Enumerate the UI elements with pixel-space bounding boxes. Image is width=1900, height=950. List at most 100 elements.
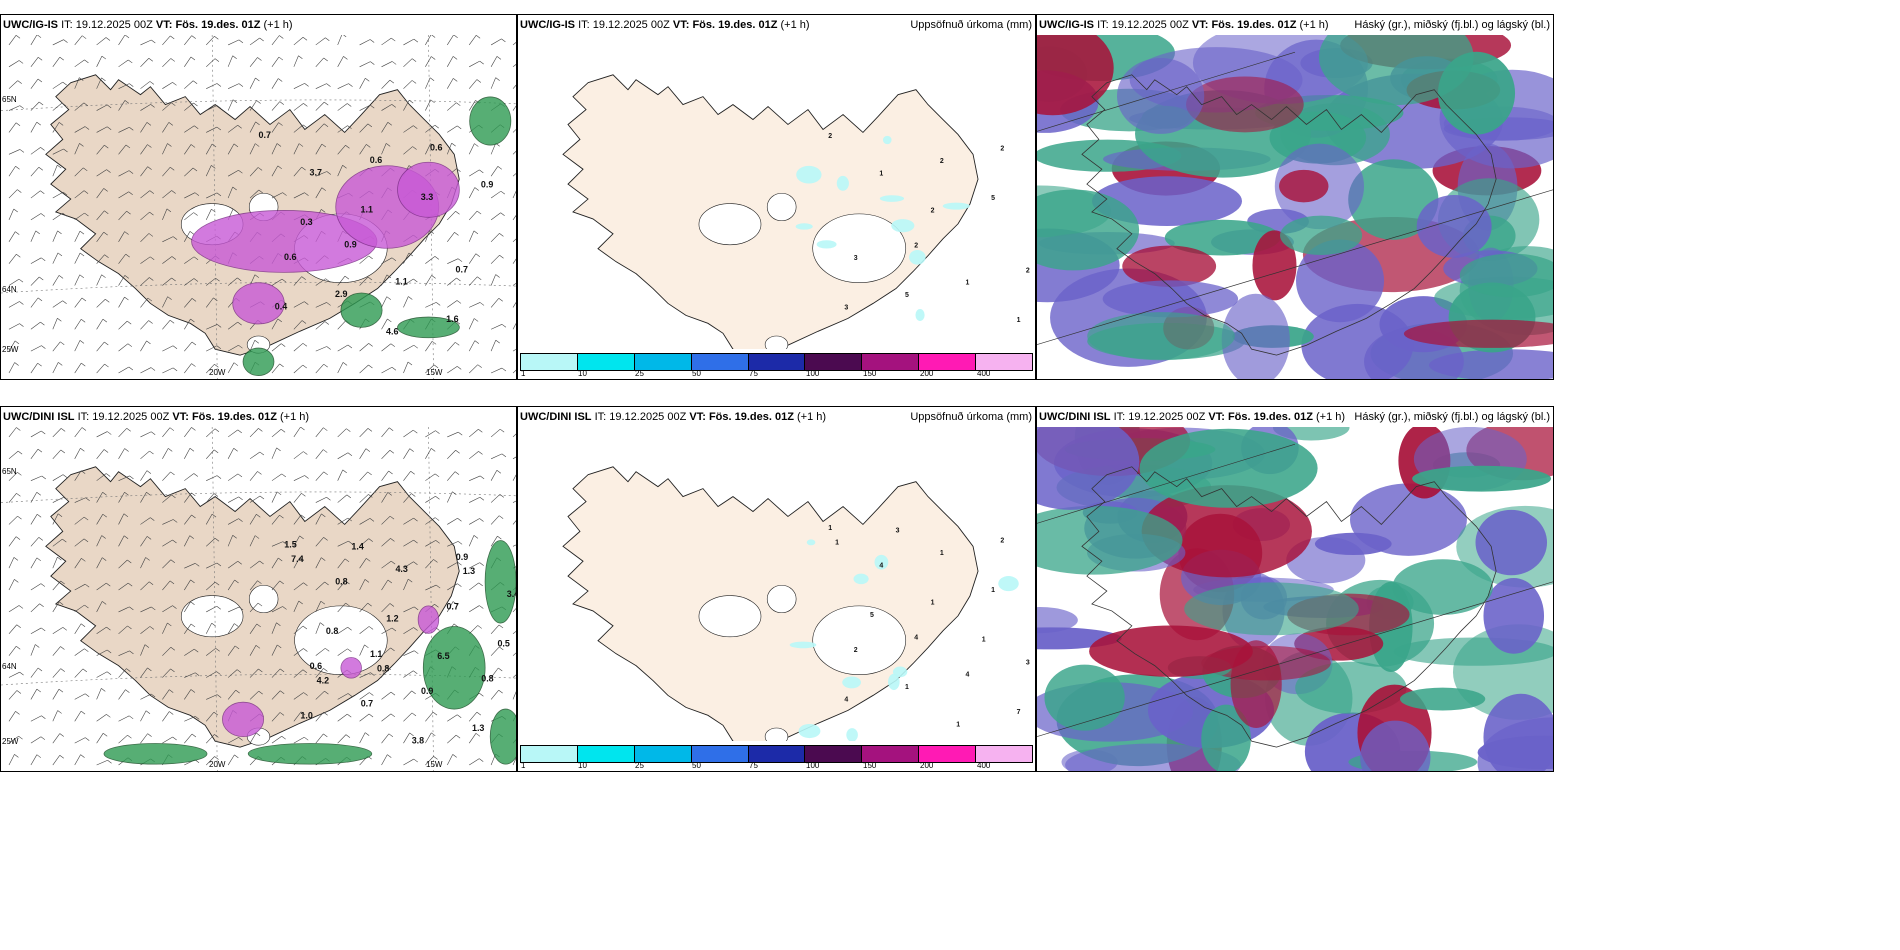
wind-barb xyxy=(490,56,498,67)
map-area[interactable] xyxy=(1037,35,1553,379)
wind-barb xyxy=(249,732,257,744)
it-value: 19.12.2025 00Z xyxy=(75,19,153,31)
wind-barb-flag xyxy=(216,83,222,87)
wind-barb-flag xyxy=(431,56,436,60)
wind-barb xyxy=(490,77,496,89)
lead-time: (+1 h) xyxy=(263,19,293,31)
wind-barb xyxy=(227,473,239,481)
wind-barb-flag xyxy=(170,58,176,62)
wind-barb-flag xyxy=(19,105,24,109)
wind-barb xyxy=(162,580,171,591)
wind-barb-flag xyxy=(170,646,176,651)
glacier xyxy=(766,192,797,222)
wind-barb-flag xyxy=(151,606,156,611)
wind-barb xyxy=(8,323,20,330)
precip-area xyxy=(340,292,383,328)
wind-barb xyxy=(490,298,499,308)
wind-barb xyxy=(468,100,476,111)
wind-barb-flag xyxy=(149,277,154,281)
wind-barb-flag xyxy=(36,514,42,518)
glacier xyxy=(812,605,907,675)
wind-barb xyxy=(381,296,388,308)
wind-barb xyxy=(96,671,108,678)
wind-barb-flag xyxy=(498,515,504,519)
wind-barb xyxy=(490,689,499,700)
wind-barb-flag xyxy=(14,340,20,345)
vt-value: Fös. 19.des. 01Z xyxy=(692,19,778,31)
wind-barb-flag xyxy=(16,253,21,258)
wind-barb xyxy=(512,42,516,46)
wind-barb xyxy=(140,211,150,221)
wind-barb-flag xyxy=(302,37,308,41)
wind-barb-flag xyxy=(167,143,172,147)
wind-barb xyxy=(96,318,104,330)
wind-barb xyxy=(74,340,81,352)
wind-barb xyxy=(293,143,300,155)
wind-barb xyxy=(490,190,502,199)
wind-barb-flag xyxy=(216,562,222,567)
wind-barb-flag xyxy=(367,276,373,281)
wind-barb-flag xyxy=(369,692,374,696)
wind-barb-flag xyxy=(170,668,175,673)
wind-barb-flag xyxy=(148,320,153,324)
wind-barb-flag xyxy=(323,449,328,453)
wind-barb xyxy=(8,254,17,264)
wind-barb xyxy=(162,736,173,744)
wind-barb-flag xyxy=(216,324,222,328)
wind-barb-flag xyxy=(434,473,440,478)
wind-barb xyxy=(52,341,61,352)
wind-barb xyxy=(8,122,17,133)
precip-area xyxy=(103,743,208,765)
wind-barb xyxy=(337,626,348,635)
map-area[interactable]: 22232211255321 xyxy=(518,35,1035,379)
wind-barb-flag xyxy=(413,627,418,631)
wind-barb-flag xyxy=(456,168,461,172)
wind-barb xyxy=(381,733,390,744)
wind-barb-flag xyxy=(280,429,286,433)
wind-barb-flag xyxy=(129,83,134,87)
wind-barb xyxy=(118,513,125,525)
wind-barb xyxy=(403,344,414,352)
wind-barb-flag xyxy=(324,321,330,325)
map-area[interactable]: 1.51.10.90.64.30.80.80.93.40.70.71.01.21… xyxy=(1,427,516,771)
wind-barb-flag xyxy=(214,581,220,586)
wind-barb-flag xyxy=(323,57,328,62)
map-area[interactable] xyxy=(1037,427,1553,771)
map-area[interactable]: 14221344311417511311 xyxy=(518,427,1035,771)
wind-barb-flag xyxy=(166,208,172,213)
model-name: UWC/IG-IS xyxy=(520,19,575,31)
coastline xyxy=(1081,74,1497,356)
wind-barb-flag xyxy=(101,55,107,60)
wind-barb-flag xyxy=(320,600,326,605)
wind-barb xyxy=(162,236,174,243)
wind-barb-flag xyxy=(216,671,221,675)
wind-barb-flag xyxy=(40,147,45,151)
wind-barb-flag xyxy=(256,514,261,518)
wind-barb xyxy=(74,212,85,221)
wind-barb-flag xyxy=(123,535,129,539)
wind-barb-flag xyxy=(150,517,155,521)
value-label: 1.6 xyxy=(446,314,458,324)
map-area[interactable]: 0.7 0.9 0.6 0.6 0.6 0.7 3.7 1.1 0.9 2.9 3.3 0.4 1.1 1… xyxy=(1,35,516,379)
wind-barb xyxy=(425,35,432,46)
wind-barb-flag xyxy=(169,427,175,431)
wind-barb xyxy=(403,758,414,766)
wind-barb xyxy=(118,606,130,613)
wind-barb xyxy=(512,674,516,678)
wind-barb-flag xyxy=(238,344,243,349)
it-value: 19.12.2025 00Z xyxy=(609,411,687,423)
wind-barb-flag xyxy=(232,99,238,103)
wind-barb-flag xyxy=(255,77,260,82)
lead-time: (+1 h) xyxy=(1299,19,1329,31)
wind-barb-flag xyxy=(147,166,152,170)
wind-barb xyxy=(205,493,215,503)
cloud-blob xyxy=(1301,303,1414,379)
wind-barb-flag xyxy=(102,491,107,496)
wind-barb-flag xyxy=(479,60,484,65)
wind-barb-flag xyxy=(369,518,375,522)
value-label: 4 xyxy=(879,562,883,569)
wind-barb xyxy=(381,427,390,438)
wind-barb-flag xyxy=(281,278,287,283)
wind-barb-flag xyxy=(58,601,64,606)
wind-barb xyxy=(403,99,410,111)
